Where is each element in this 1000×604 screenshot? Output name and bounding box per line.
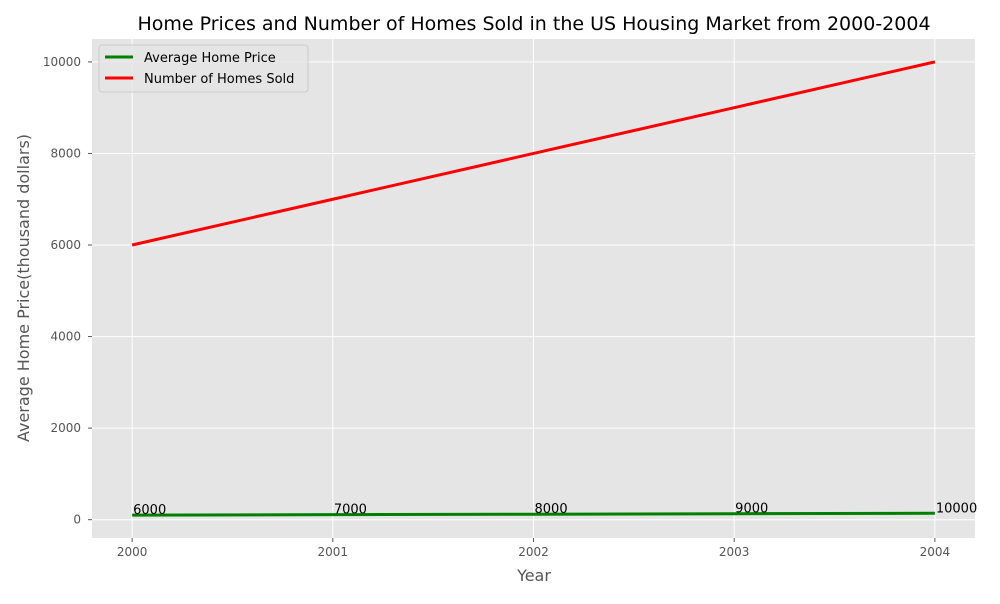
x-tick-label: 2000 [117, 545, 148, 559]
y-axis-label: Average Home Price(thousand dollars) [14, 134, 33, 442]
chart-title: Home Prices and Number of Homes Sold in … [137, 13, 930, 35]
legend-label: Average Home Price [144, 51, 276, 66]
data-annotation: 8000 [535, 502, 568, 517]
x-tick-label: 2002 [518, 545, 549, 559]
x-tick-label: 2001 [318, 545, 349, 559]
data-annotation: 9000 [735, 502, 768, 517]
y-tick-label: 6000 [50, 238, 81, 252]
x-tick-label: 2003 [719, 545, 750, 559]
y-tick-label: 2000 [50, 421, 81, 435]
y-axis-ticks: 0 2000 4000 6000 8000 10000 [43, 55, 92, 527]
x-axis-label: Year [516, 566, 551, 585]
legend: Average Home Price Number of Homes Sold [99, 45, 308, 92]
y-tick-label: 8000 [50, 146, 81, 160]
x-axis-ticks: 2000 2001 2002 2003 2004 [117, 538, 950, 559]
legend-label: Number of Homes Sold [144, 72, 294, 87]
y-tick-label: 0 [73, 513, 81, 527]
y-tick-label: 10000 [43, 55, 81, 69]
data-annotation: 7000 [334, 503, 367, 518]
data-annotation: 10000 [936, 501, 977, 516]
x-tick-label: 2004 [920, 545, 951, 559]
data-annotation: 6000 [133, 503, 166, 518]
y-tick-label: 4000 [50, 330, 81, 344]
